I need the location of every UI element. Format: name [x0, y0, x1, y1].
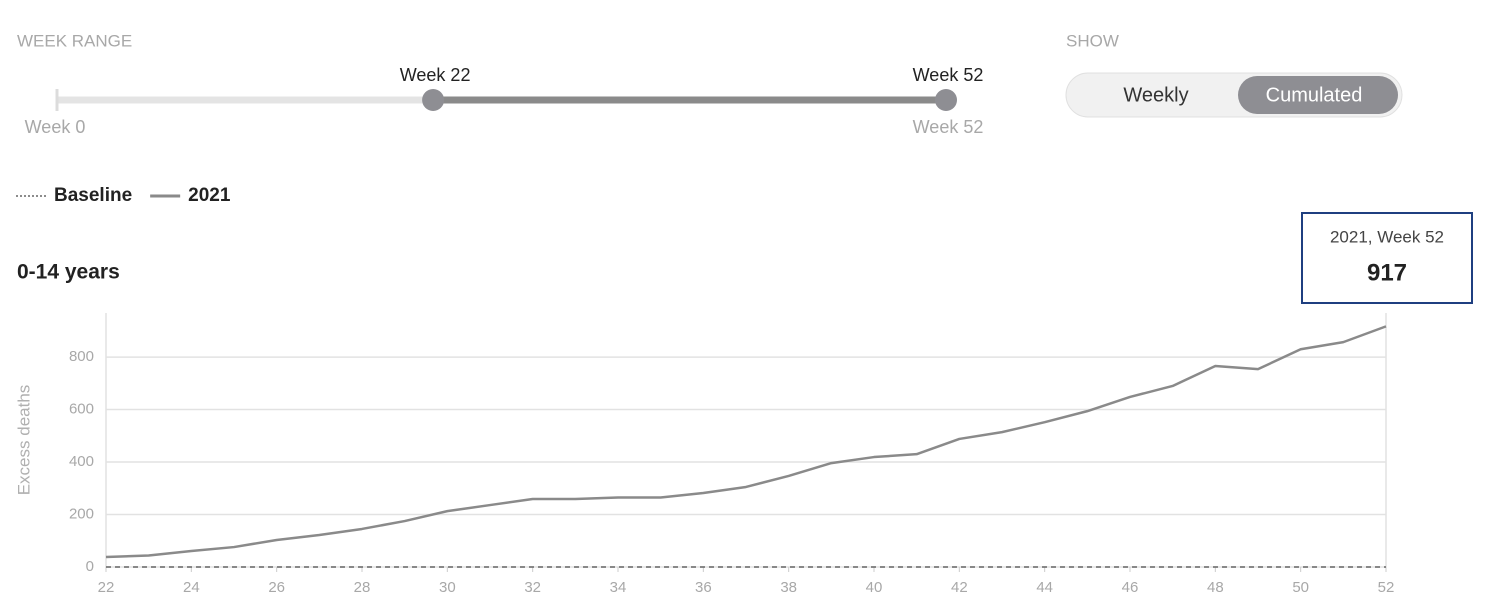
legend-label: Baseline: [54, 185, 132, 206]
tooltip-box: [1301, 212, 1473, 304]
x-tick-label: 34: [610, 579, 627, 596]
slider-bound-label: Week 0: [25, 117, 86, 137]
x-tick-label: 40: [866, 579, 883, 596]
x-tick-label: 50: [1292, 579, 1309, 596]
slider-handle-label: Week 52: [913, 65, 984, 85]
tooltip-value: 917: [1367, 259, 1407, 286]
section-label: SHOW: [1066, 31, 1119, 50]
x-tick-label: 22: [98, 579, 115, 596]
x-tick-label: 48: [1207, 579, 1224, 596]
slider-handle[interactable]: [935, 89, 957, 111]
toggle-option[interactable]: Cumulated: [1266, 84, 1363, 106]
x-tick-label: 28: [354, 579, 371, 596]
x-tick-label: 30: [439, 579, 456, 596]
y-tick-label: 400: [69, 453, 94, 470]
x-tick-label: 26: [268, 579, 285, 596]
x-tick-label: 24: [183, 579, 200, 596]
x-tick-label: 36: [695, 579, 712, 596]
tooltip-title: 2021, Week 52: [1330, 227, 1444, 246]
y-tick-label: 200: [69, 505, 94, 522]
x-tick-label: 44: [1036, 579, 1053, 596]
y-tick-label: 600: [69, 401, 94, 418]
toggle-option[interactable]: Weekly: [1123, 84, 1188, 106]
x-tick-label: 46: [1122, 579, 1139, 596]
series-line: [105, 325, 1387, 559]
section-label: WEEK RANGE: [17, 31, 132, 50]
slider-handle-label: Week 22: [400, 65, 471, 85]
y-axis-label: Excess deaths: [14, 385, 33, 496]
chart-title: 0-14 years: [17, 261, 120, 284]
x-tick-label: 38: [780, 579, 797, 596]
y-tick-label: 0: [86, 558, 94, 575]
x-tick-label: 42: [951, 579, 968, 596]
x-tick-label: 32: [524, 579, 541, 596]
y-tick-label: 800: [69, 348, 94, 365]
toggle-selected[interactable]: [1238, 76, 1398, 114]
slider-handle[interactable]: [422, 89, 445, 111]
x-tick-label: 52: [1378, 579, 1395, 596]
slider-bound-label: Week 52: [913, 117, 984, 137]
legend-label: 2021: [188, 185, 231, 206]
